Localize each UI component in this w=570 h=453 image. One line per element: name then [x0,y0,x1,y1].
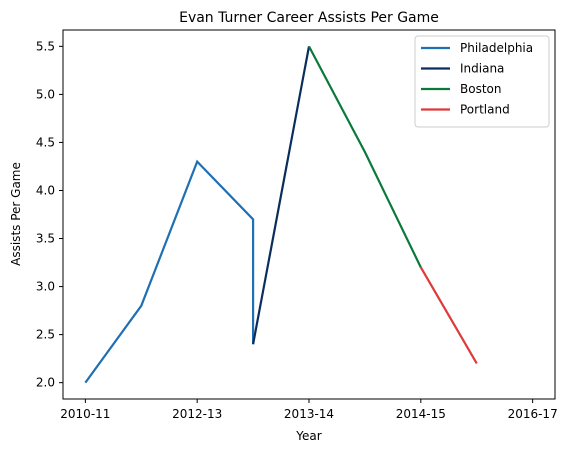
series-line-portland [419,266,478,365]
x-tick-label: 2010-11 [60,407,110,421]
y-tick-label: 4.0 [36,183,55,197]
legend-label-portland: Portland [460,103,510,117]
legend-label-boston: Boston [460,82,501,96]
x-axis-title: Year [295,429,321,443]
y-tick-label: 3.0 [36,280,55,294]
y-axis: 2.0 2.5 3.0 3.5 4.0 4.5 5.0 5.5 [36,39,63,390]
series-line-indiana [252,46,311,345]
y-tick-label: 3.5 [36,232,55,246]
legend: Philadelphia Indiana Boston Portland [414,35,550,128]
x-tick-label: 2012-13 [172,407,222,421]
legend-label-philadelphia: Philadelphia [460,41,533,55]
chart-title: Evan Turner Career Assists Per Game [179,10,439,26]
x-axis: 2010-11 2012-13 2013-14 2014-15 2016-17 [60,399,558,421]
x-tick-label: 2014-15 [396,407,446,421]
y-tick-label: 5.0 [36,87,55,101]
plot-lines [84,45,478,384]
y-tick-label: 2.0 [36,376,55,390]
x-tick-label: 2016-17 [508,407,558,421]
y-tick-label: 4.5 [36,135,55,149]
series-line-philadelphia [84,159,255,384]
series-line-boston [308,45,422,268]
legend-label-indiana: Indiana [460,62,504,76]
x-tick-label: 2013-14 [284,407,334,421]
y-axis-title: Assists Per Game [9,162,23,266]
legend-box [414,35,550,128]
y-tick-label: 5.5 [36,39,55,53]
y-tick-label: 2.5 [36,328,55,342]
